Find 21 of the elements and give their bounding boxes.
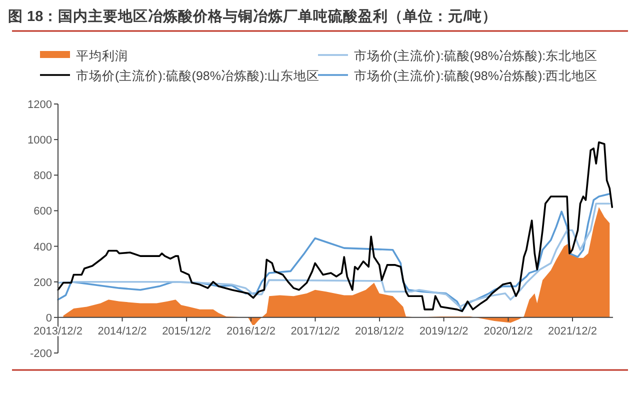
x-tick-label: 2015/12/2 (162, 325, 212, 338)
y-tick-label: 1000 (28, 134, 52, 147)
y-tick-label: 200 (34, 276, 52, 289)
y-tick-label: 800 (34, 170, 52, 182)
x-tick-label: 2016/12/2 (226, 325, 276, 338)
x-tick-label: 2019/12/2 (419, 325, 468, 338)
legend-label: 市场价(主流价):硫酸(98%冶炼酸):东北地区 (354, 48, 598, 63)
x-tick-label: 2020/12/2 (484, 325, 533, 338)
legend-label: 市场价(主流价):硫酸(98%冶炼酸):山东地区 (76, 68, 320, 83)
y-tick-label: 600 (34, 206, 52, 218)
x-tick-label: 2018/12/2 (355, 325, 404, 338)
x-tick-label: 2014/12/2 (98, 325, 147, 338)
y-tick-label: 1200 (28, 99, 52, 111)
x-tick-label: 2017/12/2 (290, 325, 340, 338)
y-tick-label: -200 (30, 348, 52, 360)
y-tick-label: 400 (34, 241, 52, 254)
legend-label: 市场价(主流价):硫酸(98%冶炼酸):西北地区 (354, 68, 598, 83)
y-tick-label: 0 (46, 312, 52, 324)
title: 图 18：国内主要地区冶炼酸价格与铜冶炼厂单吨硫酸盈利（单位：元/吨） (8, 9, 498, 25)
legend-label: 平均利润 (76, 49, 128, 63)
x-tick-label: 2021/12/2 (548, 325, 597, 338)
